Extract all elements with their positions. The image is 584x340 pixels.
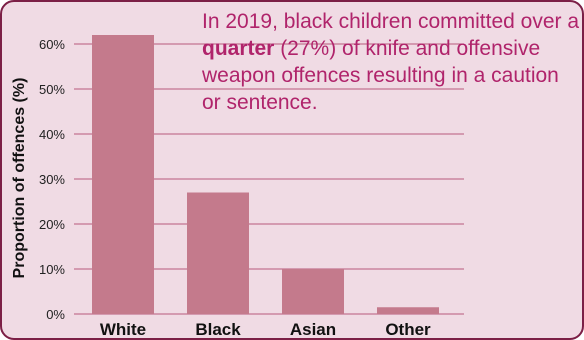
x-tick-label-black: Black [195, 320, 241, 338]
bar-white [92, 35, 154, 314]
x-tick-label-asian: Asian [290, 320, 336, 338]
bar-black [187, 192, 249, 314]
annotation-text-end: (27%) of knife and offensive weapon offe… [202, 37, 559, 114]
x-tick-label-white: White [100, 320, 146, 338]
y-tick-label-40: 40% [39, 127, 65, 142]
annotation-text-start: In 2019, black children committed over a [202, 10, 580, 33]
annotation-emphasis: quarter [202, 37, 275, 60]
y-tick-label-10: 10% [39, 262, 65, 277]
y-tick-labels: 0% 10% 20% 30% 40% 50% 60% [39, 37, 65, 322]
y-tick-label-50: 50% [39, 82, 65, 97]
bar-asian [282, 269, 344, 314]
bar-other [377, 307, 439, 314]
bars [92, 35, 439, 314]
y-axis-title: Proportion of offences (%) [11, 78, 28, 279]
y-tick-label-0: 0% [46, 307, 65, 322]
annotation-text: In 2019, black children committed over a… [202, 8, 580, 116]
y-tick-label-60: 60% [39, 37, 65, 52]
y-tick-label-20: 20% [39, 217, 65, 232]
y-tick-label-30: 30% [39, 172, 65, 187]
x-tick-label-other: Other [385, 320, 431, 338]
x-tick-labels: White Black Asian Other [100, 320, 431, 338]
